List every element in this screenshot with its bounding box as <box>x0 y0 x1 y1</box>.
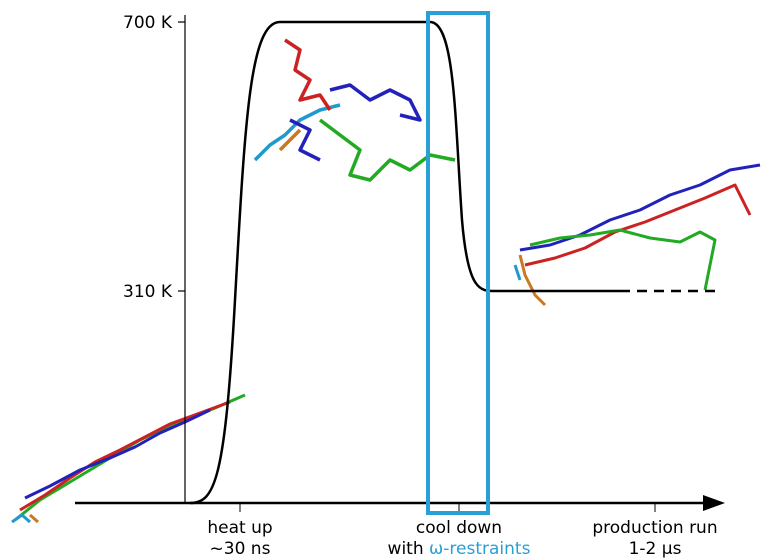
x-axis-arrow <box>703 495 725 511</box>
phase-label: cool down <box>416 518 502 538</box>
temperature-curve <box>189 20 620 505</box>
molecule-hot <box>253 38 456 182</box>
y-tick-label: 700 K <box>123 13 173 33</box>
phase-label: heat up <box>207 518 272 538</box>
restraint-window <box>426 11 490 515</box>
molecule-relaxed <box>513 163 761 307</box>
molecule-extended-left <box>11 393 246 524</box>
phase-label: production run <box>592 518 717 538</box>
prefix: with <box>388 539 429 558</box>
y-tick-label: 310 K <box>123 282 173 302</box>
phase-sublabel: 1-2 µs <box>629 539 682 558</box>
phase-sublabel: with ω-restraints <box>388 539 531 558</box>
highlight: ω-restraints <box>429 539 531 558</box>
phase-sublabel: ~30 ns <box>210 539 271 558</box>
